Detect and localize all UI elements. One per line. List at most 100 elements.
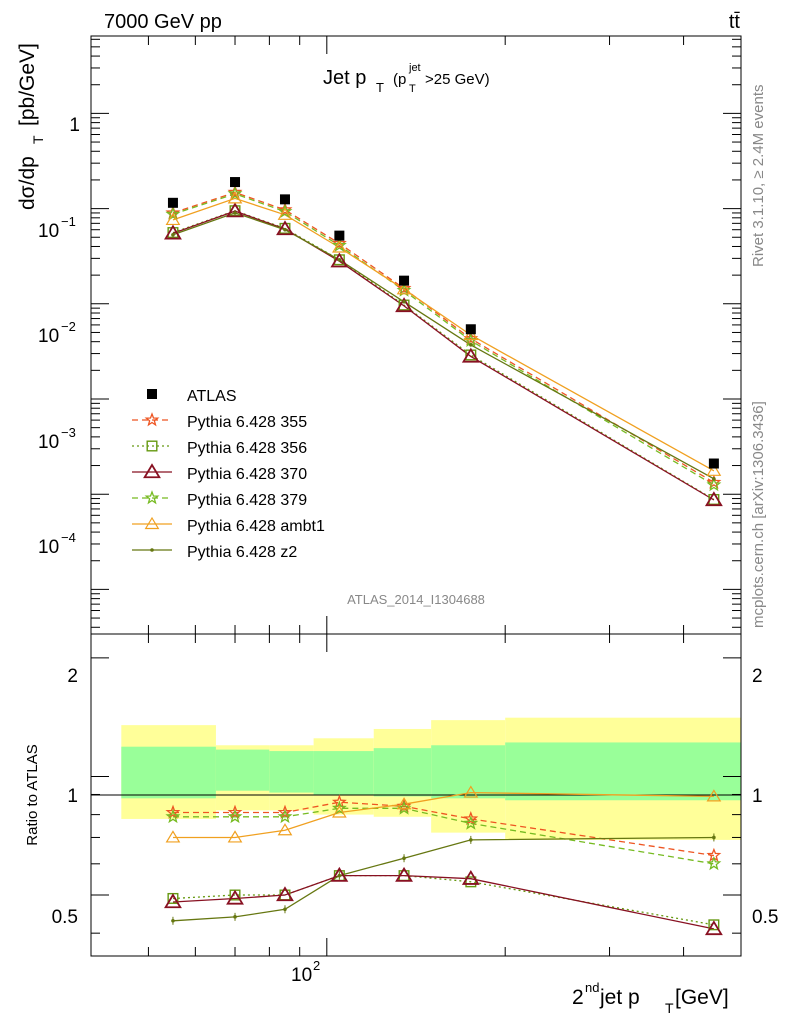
ytick-base-0.0001: 10: [38, 537, 59, 558]
atlas-point: [167, 197, 178, 208]
series-point-379: [706, 477, 722, 492]
atlas-data-points: [167, 177, 719, 469]
ratio-point-379: [227, 808, 243, 824]
series-line-355: [172, 191, 715, 483]
ratio-point-ambt1: [332, 805, 347, 818]
series-point-379: [277, 203, 293, 218]
ratio-point-370: [461, 869, 480, 885]
legend-marker-z2: [150, 548, 154, 552]
series-point-ambt1: [165, 212, 181, 226]
ylabel-main: dσ/dp: [16, 156, 39, 210]
ratio-line-379: [173, 807, 715, 865]
xtick-exp: 2: [313, 958, 320, 973]
rivet-label: Rivet 3.1.10, ≥ 2.4M events: [750, 85, 767, 268]
series-point-ambt1: [332, 240, 347, 253]
series-point-355: [706, 474, 722, 489]
ratio-point-370: [704, 920, 723, 936]
ytick-exp-0.0001: −4: [61, 530, 76, 545]
ratio-ylabel: Ratio to ATLAS: [24, 744, 41, 845]
legend-marker-379: [144, 490, 160, 505]
atlas-point: [399, 275, 410, 286]
series-point-355: [396, 280, 412, 295]
ytick-label-0.1: 10 −1: [38, 214, 76, 242]
stat-uncertainty-band: [215, 749, 270, 791]
xtick-base: 10: [291, 965, 312, 986]
ratio-point-355: [165, 804, 181, 819]
ratio-point-356: [465, 876, 477, 888]
stat-uncertainty-band: [505, 742, 741, 801]
legend-marker-ambt1: [144, 516, 160, 530]
series-point-355: [165, 204, 181, 220]
ratio-point-ambt1: [277, 823, 293, 836]
series-point-ambt1: [396, 282, 412, 295]
ylabel-sub: T: [30, 135, 46, 144]
atlas-point: [230, 177, 241, 188]
ytick-exp-0.1: −1: [61, 214, 76, 229]
ratio-ytick-right-1: 1: [752, 786, 763, 807]
legend-label: Pythia 6.428 ambt1: [187, 518, 325, 535]
ratio-point-379: [165, 808, 181, 824]
title-cut-sub: T: [409, 83, 416, 95]
legend-label: Pythia 6.428 370: [187, 466, 307, 483]
stat-uncertainty-band: [121, 746, 216, 799]
series-point-z2: [233, 211, 237, 215]
ytick-label-1: 1: [69, 115, 80, 136]
series-point-z2: [712, 477, 716, 481]
stat-uncertainty-band: [313, 751, 374, 795]
ratio-line-356: [172, 874, 715, 926]
main-series-markers: [164, 184, 723, 507]
series-point-370: [461, 347, 480, 363]
main-ticks: [90, 36, 742, 634]
series-point-355: [331, 235, 347, 250]
legend-label: ATLAS: [187, 388, 237, 405]
ratio-panel: Ratio to ATLAS 2 1 0.5 2 1 0.5: [24, 633, 779, 957]
legend-marker-370: [143, 463, 161, 479]
ratio-point-355: [227, 804, 243, 819]
ratio-frame: [90, 633, 742, 957]
x-axis-label: 2 nd jet p T [GeV]: [572, 980, 729, 1016]
series-point-370: [395, 297, 413, 313]
legend-label: Pythia 6.428 z2: [187, 544, 297, 561]
series-point-ambt1: [277, 207, 293, 220]
ratio-ytick-labels: 2 1 0.5 2 1 0.5: [52, 666, 779, 928]
header-right: tt̄: [729, 11, 741, 33]
xlabel-sub: T: [665, 1000, 674, 1016]
ytick-base-0.01: 10: [38, 326, 59, 347]
ytick-label-0.001: 10 −3: [38, 425, 76, 453]
ratio-point-379: [277, 808, 293, 824]
xlabel-pre: 2: [572, 986, 584, 1009]
ratio-point-370: [276, 886, 294, 902]
legend-marker-355: [144, 412, 160, 427]
series-point-z2: [469, 343, 473, 347]
ratio-ytick-right-0.5: 0.5: [752, 907, 778, 928]
ratio-ytick-left-1: 1: [67, 786, 78, 807]
legend-marker-atlas: [147, 389, 157, 399]
analysis-tag: ATLAS_2014_I1304688: [347, 592, 485, 607]
ratio-point-379: [463, 815, 479, 830]
atlas-point: [708, 458, 719, 469]
series-point-379: [227, 185, 243, 201]
ratio-point-ambt1: [463, 785, 479, 798]
legend: ATLAS Pythia 6.428 355 Pythia 6.428 356 Pyt…: [132, 388, 325, 561]
xtick-label-100: 10 2: [291, 958, 320, 986]
ratio-point-ambt1: [706, 789, 722, 802]
series-point-379: [165, 206, 181, 221]
mcplots-label: mcplots.cern.ch [arXiv:1306.3436]: [750, 401, 767, 628]
ratio-point-355: [331, 794, 347, 809]
main-ylabel: dσ/dp T [pb/GeV]: [16, 43, 46, 210]
legend-label: Pythia 6.428 355: [187, 414, 307, 431]
title-cut-close: >25 GeV): [425, 71, 490, 88]
ratio-line-ambt1: [173, 791, 714, 839]
ratio-point-370: [330, 866, 349, 882]
ratio-uncertainty-bands: [121, 717, 741, 840]
stat-uncertainty-band: [269, 751, 314, 793]
ratio-point-370: [395, 866, 413, 882]
stat-uncertainty-band: [373, 748, 432, 797]
atlas-point: [279, 194, 290, 205]
ratio-point-370: [226, 889, 244, 905]
ratio-point-ambt1: [396, 797, 412, 810]
series-point-355: [227, 184, 243, 199]
atlas-point: [465, 324, 476, 335]
series-point-z2: [402, 299, 406, 304]
ratio-point-355: [463, 811, 479, 826]
